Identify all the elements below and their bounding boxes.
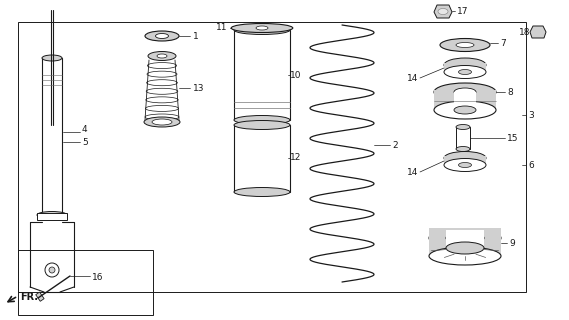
Bar	[37, 215, 67, 220]
Text: 15: 15	[507, 133, 518, 142]
Text: 4: 4	[82, 124, 88, 133]
Text: FR.: FR.	[20, 292, 38, 302]
Ellipse shape	[144, 117, 180, 127]
Polygon shape	[434, 5, 452, 18]
Text: 2: 2	[392, 140, 398, 149]
Ellipse shape	[429, 247, 501, 265]
Ellipse shape	[454, 106, 476, 114]
Text: 17: 17	[457, 6, 468, 15]
Text: 11: 11	[216, 22, 227, 31]
Ellipse shape	[444, 58, 486, 72]
Ellipse shape	[42, 212, 62, 218]
Ellipse shape	[434, 83, 496, 101]
Ellipse shape	[446, 232, 484, 244]
Ellipse shape	[446, 242, 484, 254]
Polygon shape	[36, 292, 44, 301]
Text: 1: 1	[193, 31, 199, 41]
Text: 13: 13	[193, 84, 204, 92]
Bar	[37, 213, 67, 220]
Ellipse shape	[42, 55, 62, 61]
Bar	[446, 230, 484, 248]
Bar	[434, 90, 496, 110]
Ellipse shape	[147, 71, 177, 77]
Ellipse shape	[459, 163, 472, 167]
Text: 12: 12	[290, 154, 302, 163]
Text: 14: 14	[407, 167, 418, 177]
Ellipse shape	[234, 121, 290, 130]
Ellipse shape	[147, 80, 178, 86]
Ellipse shape	[456, 124, 470, 130]
Ellipse shape	[434, 101, 496, 119]
Circle shape	[45, 263, 59, 277]
Ellipse shape	[438, 9, 448, 14]
Ellipse shape	[155, 34, 168, 38]
Ellipse shape	[157, 54, 167, 58]
Text: 14: 14	[407, 74, 418, 83]
Bar	[456, 127, 470, 149]
Ellipse shape	[444, 66, 486, 78]
Ellipse shape	[234, 116, 290, 124]
Ellipse shape	[146, 88, 178, 94]
Text: 10: 10	[290, 70, 302, 79]
Ellipse shape	[444, 158, 486, 172]
Bar	[234, 30, 290, 120]
Ellipse shape	[37, 212, 67, 219]
Ellipse shape	[145, 31, 179, 41]
Text: 18: 18	[518, 28, 530, 36]
Ellipse shape	[444, 151, 486, 164]
Ellipse shape	[234, 188, 290, 196]
Ellipse shape	[440, 38, 490, 52]
Bar	[18, 22, 526, 292]
Bar	[234, 125, 290, 192]
Text: 5: 5	[82, 138, 88, 147]
Ellipse shape	[231, 23, 293, 33]
Circle shape	[49, 267, 55, 273]
Ellipse shape	[148, 52, 176, 60]
Text: 16: 16	[92, 274, 104, 283]
Polygon shape	[530, 26, 546, 38]
Ellipse shape	[146, 105, 179, 111]
Ellipse shape	[146, 97, 178, 103]
Bar	[444, 156, 486, 165]
Ellipse shape	[256, 26, 268, 30]
Ellipse shape	[147, 63, 176, 68]
Text: 6: 6	[528, 161, 534, 170]
Text: 7: 7	[500, 38, 506, 47]
Bar	[18, 250, 153, 315]
Text: 9: 9	[509, 238, 515, 247]
Ellipse shape	[456, 43, 474, 47]
Ellipse shape	[456, 147, 470, 151]
Text: 3: 3	[528, 110, 534, 119]
Ellipse shape	[145, 114, 179, 120]
Bar	[429, 228, 501, 256]
Ellipse shape	[234, 26, 290, 35]
Bar	[42, 58, 62, 215]
Bar	[444, 63, 486, 72]
Text: 8: 8	[507, 87, 513, 97]
Ellipse shape	[459, 69, 472, 75]
Bar	[454, 92, 476, 110]
Ellipse shape	[152, 119, 172, 125]
Ellipse shape	[454, 88, 476, 96]
Ellipse shape	[429, 229, 501, 247]
